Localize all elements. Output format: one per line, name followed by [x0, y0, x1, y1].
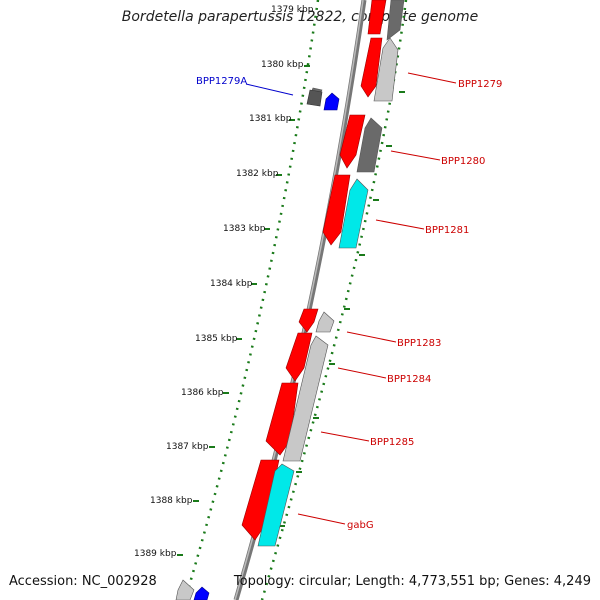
scale-labels: 1379 kbp 1380 kbp 1381 kbp 1382 kbp 1383…: [134, 5, 314, 559]
scale-label: 1387 kbp: [166, 442, 209, 452]
gene-label-bpp1281[interactable]: BPP1281: [425, 225, 469, 236]
gene-label-bpp1283[interactable]: BPP1283: [397, 338, 441, 349]
scale-label: 1384 kbp: [210, 279, 253, 289]
leader-line: [375, 219, 425, 230]
feature-arrow[interactable]: [257, 463, 295, 547]
feature-arrow[interactable]: [360, 37, 383, 98]
leader-line: [245, 83, 294, 96]
gene-label-bpp1285[interactable]: BPP1285: [370, 437, 414, 448]
feature-arrow[interactable]: [175, 579, 195, 600]
gene-label-bpp1279a[interactable]: BPP1279A: [196, 76, 247, 87]
inner-scale-ring: [183, 0, 320, 600]
feature-arrow[interactable]: [367, 0, 387, 35]
feature-arrow[interactable]: [356, 117, 383, 173]
outer-scale-ticks: [279, 91, 405, 527]
genome-stats-text: Topology: circular; Length: 4,773,551 bp…: [233, 574, 591, 589]
gene-label-bpp1279[interactable]: BPP1279: [458, 79, 502, 90]
feature-arrow[interactable]: [285, 332, 313, 382]
feature-arrow[interactable]: [322, 174, 351, 246]
feature-arrow[interactable]: [386, 0, 405, 41]
forward-strand: [241, 0, 387, 541]
leader-line: [390, 150, 441, 161]
gene-label-gabg[interactable]: gabG: [347, 520, 374, 531]
inner-scale-ticks: [177, 65, 310, 556]
scale-label: 1385 kbp: [195, 334, 238, 344]
scale-label: 1381 kbp: [249, 114, 292, 124]
scale-label: 1382 kbp: [236, 169, 279, 179]
gene-labels: BPP1279A BPP1279 BPP1280 BPP1281 BPP1283…: [196, 76, 502, 531]
leader-line: [407, 72, 457, 84]
scale-label: 1380 kbp: [261, 60, 304, 70]
gene-label-bpp1284[interactable]: BPP1284: [387, 374, 431, 385]
leader-line: [337, 367, 387, 379]
feature-arrow[interactable]: [339, 114, 366, 169]
leader-line: [297, 513, 346, 525]
leader-line: [346, 331, 397, 343]
label-leaders: [245, 72, 457, 525]
accession-text: Accession: NC_002928: [9, 574, 157, 589]
scale-label: 1383 kbp: [223, 224, 266, 234]
marker-arrow[interactable]: [323, 92, 340, 111]
gene-label-bpp1280[interactable]: BPP1280: [441, 156, 485, 167]
scale-label: 1389 kbp: [134, 549, 177, 559]
scale-label: 1388 kbp: [150, 496, 193, 506]
leader-line: [320, 431, 370, 442]
marker-features: [193, 89, 340, 600]
scale-label: 1386 kbp: [181, 388, 224, 398]
feature-arrow[interactable]: [373, 37, 399, 102]
feature-arrow[interactable]: [315, 311, 335, 333]
marker-arrow[interactable]: [193, 586, 210, 600]
scale-label: 1379 kbp: [271, 5, 314, 15]
gene-block-dark[interactable]: [306, 89, 323, 107]
feature-arrow[interactable]: [282, 335, 329, 462]
feature-arrow[interactable]: [241, 459, 280, 541]
feature-arrow[interactable]: [298, 308, 319, 333]
feature-arrow[interactable]: [338, 178, 369, 249]
